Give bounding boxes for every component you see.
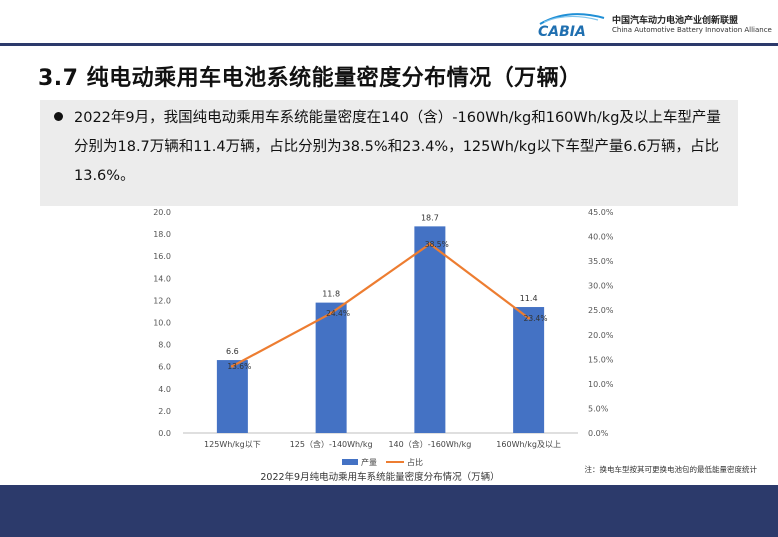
bar: [216, 360, 248, 433]
right-tick-label: 30.0%: [588, 282, 614, 291]
share-value-label: 13.6%: [227, 362, 251, 371]
page-title: 3.7 纯电动乘用车电池系统能量密度分布情况（万辆）: [38, 66, 582, 91]
share-value-label: 38.5%: [425, 240, 449, 249]
share-point: [230, 364, 234, 368]
right-tick-label: 20.0%: [588, 331, 614, 340]
category-labels: 125Wh/kg以下 125（含）-140Wh/kg 140（含）-160Wh/kg…: [204, 439, 561, 449]
bar-value-label: 18.7: [421, 213, 439, 222]
share-line: [231, 242, 530, 368]
share-point: [527, 316, 531, 320]
bullet-icon: [54, 112, 63, 121]
bar-series: 6.6 11.8 18.7 11.4: [216, 213, 545, 433]
header-divider: [0, 43, 778, 46]
energy-density-chart: 0.02.04.06.08.010.012.014.016.018.020.0 …: [153, 208, 758, 483]
bar: [315, 302, 347, 433]
right-tick-label: 15.0%: [588, 355, 614, 364]
cabia-logo-icon: CABIA: [538, 13, 605, 40]
left-axis: 0.0 2.0 4.0 6.0 8.0 10.0 12.0 14.0 16.0 18.0 20.0: [153, 208, 171, 438]
left-tick-label: 8.0: [158, 341, 171, 350]
left-tick-label: 12.0: [153, 296, 171, 305]
bar: [513, 307, 545, 433]
category-label: 140（含）-160Wh/kg: [388, 439, 471, 449]
left-tick-label: 20.0: [153, 208, 171, 217]
left-tick-label: 6.0: [158, 363, 171, 372]
share-point: [428, 242, 432, 246]
org-name-cn: 中国汽车动力电池产业创新联盟: [612, 16, 739, 26]
chart-title: 2022年9月纯电动乘用车系统能量密度分布情况（万辆）: [260, 471, 499, 483]
left-tick-label: 14.0: [153, 274, 171, 283]
page-header: CABIA 中国汽车动力电池产业创新联盟 China Automotive Ba…: [0, 0, 778, 46]
share-point: [329, 311, 333, 315]
cabia-logo: CABIA 中国汽车动力电池产业创新联盟 China Automotive Ba…: [534, 10, 778, 40]
summary-text: 2022年9月，我国纯电动乘用车系统能量密度在140（含）-160Wh/kg和1…: [74, 110, 721, 184]
summary-box: 2022年9月，我国纯电动乘用车系统能量密度在140（含）-160Wh/kg和1…: [40, 100, 738, 206]
share-value-label: 24.4%: [326, 309, 350, 318]
footer-band: [0, 485, 778, 537]
left-tick-label: 16.0: [153, 252, 171, 261]
chart-note: 注：换电车型按其可更换电池包的最低能量密度统计: [585, 464, 758, 474]
left-tick-label: 2.0: [158, 407, 171, 416]
right-axis: 0.0% 5.0% 10.0% 15.0% 20.0% 25.0% 30.0% 35.0% 40…: [588, 208, 614, 438]
right-tick-label: 5.0%: [588, 404, 609, 413]
line-series: 13.6% 24.4% 38.5% 23.4%: [227, 240, 547, 371]
right-tick-label: 45.0%: [588, 208, 614, 217]
category-label: 160Wh/kg及以上: [496, 440, 561, 449]
org-name-en: China Automotive Battery Innovation Alli…: [612, 26, 772, 34]
left-tick-label: 4.0: [158, 385, 171, 394]
legend-bar-swatch: [342, 459, 358, 465]
bar-value-label: 11.4: [520, 294, 538, 303]
right-tick-label: 40.0%: [588, 233, 614, 242]
bar-value-label: 11.8: [322, 290, 340, 299]
right-tick-label: 25.0%: [588, 306, 614, 315]
right-tick-label: 10.0%: [588, 380, 614, 389]
category-label: 125Wh/kg以下: [204, 440, 261, 449]
chart-legend: 产量 占比: [342, 457, 423, 467]
right-tick-label: 0.0%: [588, 429, 609, 438]
left-tick-label: 0.0: [158, 429, 171, 438]
logo-text: CABIA: [538, 24, 586, 40]
bar: [414, 226, 446, 433]
left-tick-label: 18.0: [153, 230, 171, 239]
legend-bar-label: 产量: [361, 457, 377, 467]
category-label: 125（含）-140Wh/kg: [290, 439, 373, 449]
share-value-label: 23.4%: [524, 314, 548, 323]
right-tick-label: 35.0%: [588, 257, 614, 266]
left-tick-label: 10.0: [153, 319, 171, 328]
legend-line-label: 占比: [407, 457, 423, 467]
bar-value-label: 6.6: [226, 347, 239, 356]
